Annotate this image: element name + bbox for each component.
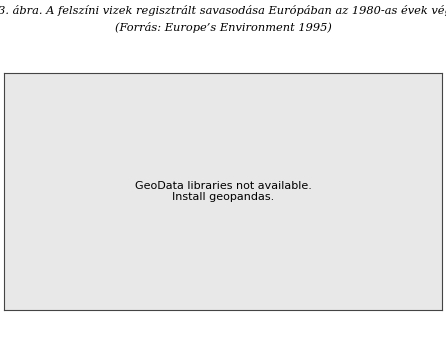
Text: GeoData libraries not available.
Install geopandas.: GeoData libraries not available. Install…: [135, 181, 311, 202]
Text: 8.23. ábra. A felszíni vizek regisztrált savasodása Európában az 1980-as évek vé: 8.23. ábra. A felszíni vizek regisztrált…: [0, 5, 446, 16]
Text: (Forrás: Europe’s Environment 1995): (Forrás: Europe’s Environment 1995): [115, 22, 331, 33]
